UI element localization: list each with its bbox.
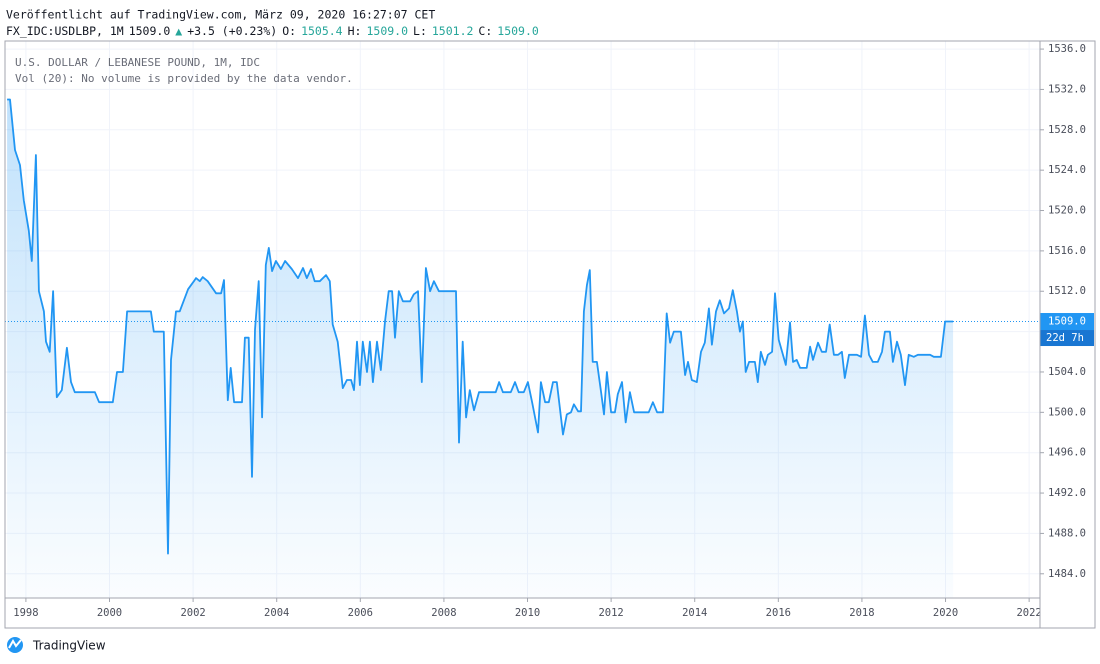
y-tick-label: 1512.0: [1048, 285, 1086, 297]
last-price-label: 1509.0: [1048, 316, 1086, 328]
x-tick-label: 2016: [766, 607, 791, 619]
x-tick-label: 2022: [1016, 607, 1041, 619]
x-tick-label: 2020: [933, 607, 958, 619]
x-axis: 1998 2000 2002 2004 2006 2008 2010 2012 2014 2016…: [13, 598, 1041, 619]
x-tick-label: 2008: [431, 607, 456, 619]
quote-part: C:: [478, 24, 492, 38]
last-price-badge: [1040, 313, 1094, 331]
y-axis: 1484.01488.01492.01496.01500.01504.01508…: [1040, 43, 1094, 580]
quote-part: 1509.0: [366, 24, 408, 38]
plot: [5, 98, 1040, 598]
quote-part: 1509.0: [497, 24, 539, 38]
area-fill: [7, 99, 954, 598]
quote-line: FX_IDC:USDLBP, 1M 1509.0 ▲ +3.5 (+0.23%) O: 1…: [6, 24, 539, 38]
y-tick-label: 1536.0: [1048, 43, 1086, 55]
brand-name: TradingView: [32, 639, 106, 653]
price-line: [7, 98, 954, 555]
x-tick-label: 2000: [97, 607, 122, 619]
y-tick-label: 1504.0: [1048, 366, 1086, 378]
frame: [4, 40, 1096, 629]
quote-part: +3.5 (+0.23%): [187, 24, 277, 38]
y-tick-label: 1528.0: [1048, 124, 1086, 136]
legend-line: U.S. DOLLAR / LEBANESE POUND, 1M, IDC: [15, 56, 260, 69]
quote-part: H:: [348, 24, 362, 38]
quote-part: O:: [282, 24, 296, 38]
x-tick-label: 2014: [682, 607, 707, 619]
countdown-badge: [1040, 330, 1094, 347]
y-tick-label: 1496.0: [1048, 447, 1086, 459]
x-tick-label: 2010: [515, 607, 540, 619]
x-tick-label: 2004: [264, 607, 289, 619]
x-tick-label: 2018: [849, 607, 874, 619]
quote-part: FX_IDC:USDLBP, 1M: [6, 24, 124, 38]
y-tick-label: 1520.0: [1048, 205, 1086, 217]
y-tick-label: 1484.0: [1048, 568, 1086, 580]
countdown-label: 22d 7h: [1046, 332, 1084, 344]
quote-part: 1509.0: [129, 24, 171, 38]
x-tick-label: 2002: [180, 607, 205, 619]
quote-part: 1505.4: [301, 24, 343, 38]
y-tick-label: 1500.0: [1048, 406, 1086, 418]
x-tick-label: 2006: [348, 607, 373, 619]
quote-part: L:: [413, 24, 427, 38]
y-tick-label: 1524.0: [1048, 164, 1086, 176]
quote-part: 1501.2: [432, 24, 474, 38]
y-tick-label: 1516.0: [1048, 245, 1086, 257]
x-tick-label: 1998: [13, 607, 38, 619]
x-tick-label: 2012: [598, 607, 623, 619]
quote-part: ▲: [175, 24, 182, 38]
legend-line: Vol (20): No volume is provided by the d…: [15, 72, 353, 85]
published-note: Veröffentlicht auf TradingView.com, März…: [6, 8, 435, 22]
brand-logo: [7, 637, 23, 653]
y-tick-label: 1532.0: [1048, 83, 1086, 95]
y-tick-label: 1488.0: [1048, 527, 1086, 539]
y-tick-label: 1492.0: [1048, 487, 1086, 499]
